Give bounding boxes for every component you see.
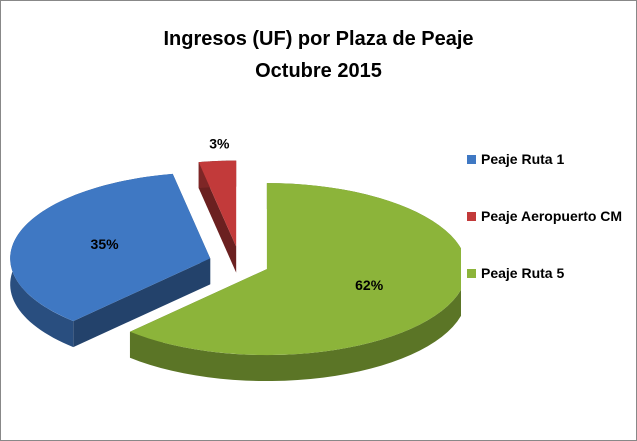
slice <box>10 173 211 348</box>
chart-title: Ingresos (UF) por Plaza de Peaje <box>163 28 474 50</box>
legend-item: Peaje Ruta 5 <box>467 263 636 284</box>
data-label: 35% <box>91 236 120 252</box>
legend-swatch <box>467 155 476 164</box>
pie-plot: 3% 35% 62% <box>10 136 461 382</box>
legend: Peaje Ruta 1 Peaje Aeropuerto CM Peaje Rut… <box>467 149 636 320</box>
data-label: 62% <box>355 277 384 293</box>
slice-wall <box>129 183 461 382</box>
legend-label: Peaje Aeropuerto CM <box>481 208 623 224</box>
slice <box>198 160 237 273</box>
legend-item: Peaje Aeropuerto CM <box>467 206 636 227</box>
legend-label: Peaje Ruta 5 <box>481 265 565 281</box>
legend-item: Peaje Ruta 1 <box>467 149 636 170</box>
slice-side <box>73 258 211 348</box>
pie-slice <box>198 160 237 247</box>
slice-side <box>198 162 237 273</box>
pie-slice <box>129 183 461 356</box>
legend-label: Peaje Ruta 1 <box>481 151 565 167</box>
pie-slice <box>10 173 211 322</box>
data-label: 3% <box>209 136 230 152</box>
slice <box>129 183 461 382</box>
chart-title-block: Ingresos (UF) por Plaza de Peaje Octubre… <box>1 23 636 87</box>
legend-swatch <box>467 269 476 278</box>
chart-subtitle: Octubre 2015 <box>255 60 382 82</box>
legend-swatch <box>467 212 476 221</box>
